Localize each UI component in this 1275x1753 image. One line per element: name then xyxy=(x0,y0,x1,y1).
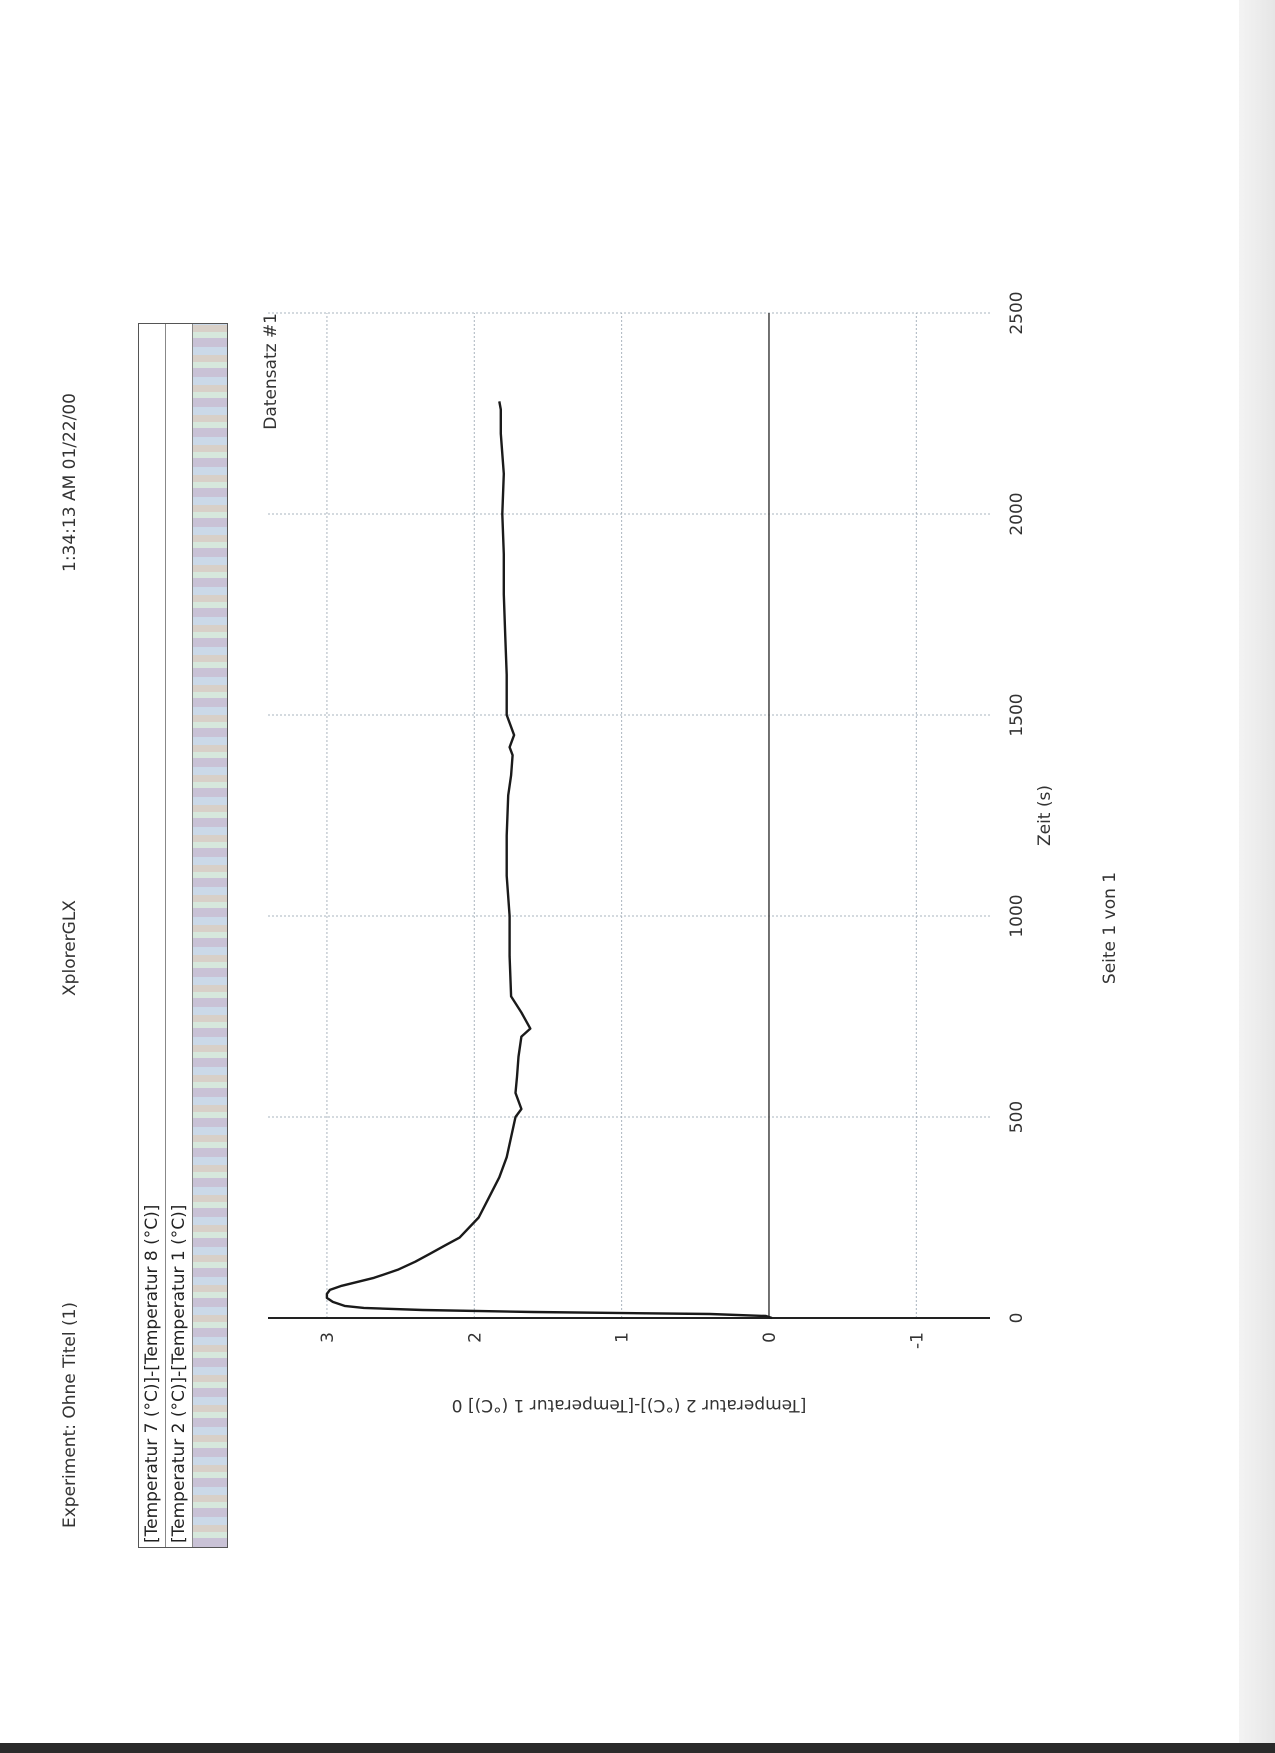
page-footer: Seite 1 von 1 xyxy=(1100,871,1120,985)
y-tick-label: 3 xyxy=(318,1332,338,1343)
dataset-annotation: Datensatz #1 xyxy=(261,313,281,430)
grid xyxy=(268,312,990,1319)
y-tick-label: 1 xyxy=(613,1332,633,1343)
tick-labels: 0 500 1000 1500 2000 2500 -1 0 1 2 3 xyxy=(318,291,1027,1349)
x-tick-label: 500 xyxy=(1007,1101,1027,1133)
series-line xyxy=(325,401,773,1320)
x-tick-label: 1000 xyxy=(1007,894,1027,937)
x-tick-label: 0 xyxy=(1007,1313,1027,1324)
axes xyxy=(268,313,990,1319)
y-tick-label: 0 xyxy=(760,1332,780,1343)
scan-bottom-edge xyxy=(0,1743,1275,1753)
y-tick-label: 2 xyxy=(465,1332,485,1343)
x-tick-label: 2000 xyxy=(1007,492,1027,535)
x-tick-label: 2500 xyxy=(1007,291,1027,334)
rotated-printout: Experiment: Ohne Titel (1) XplorerGLX 1:… xyxy=(0,238,1160,1618)
y-axis-label: [Temperatur 2 (°C)]-[Temperatur 1 (°C)] … xyxy=(452,1395,807,1415)
x-tick-label: 1500 xyxy=(1007,693,1027,736)
x-axis-label: Zeit (s) xyxy=(1035,785,1055,846)
scan-edge xyxy=(1239,0,1275,1753)
y-tick-label: -1 xyxy=(907,1332,927,1349)
